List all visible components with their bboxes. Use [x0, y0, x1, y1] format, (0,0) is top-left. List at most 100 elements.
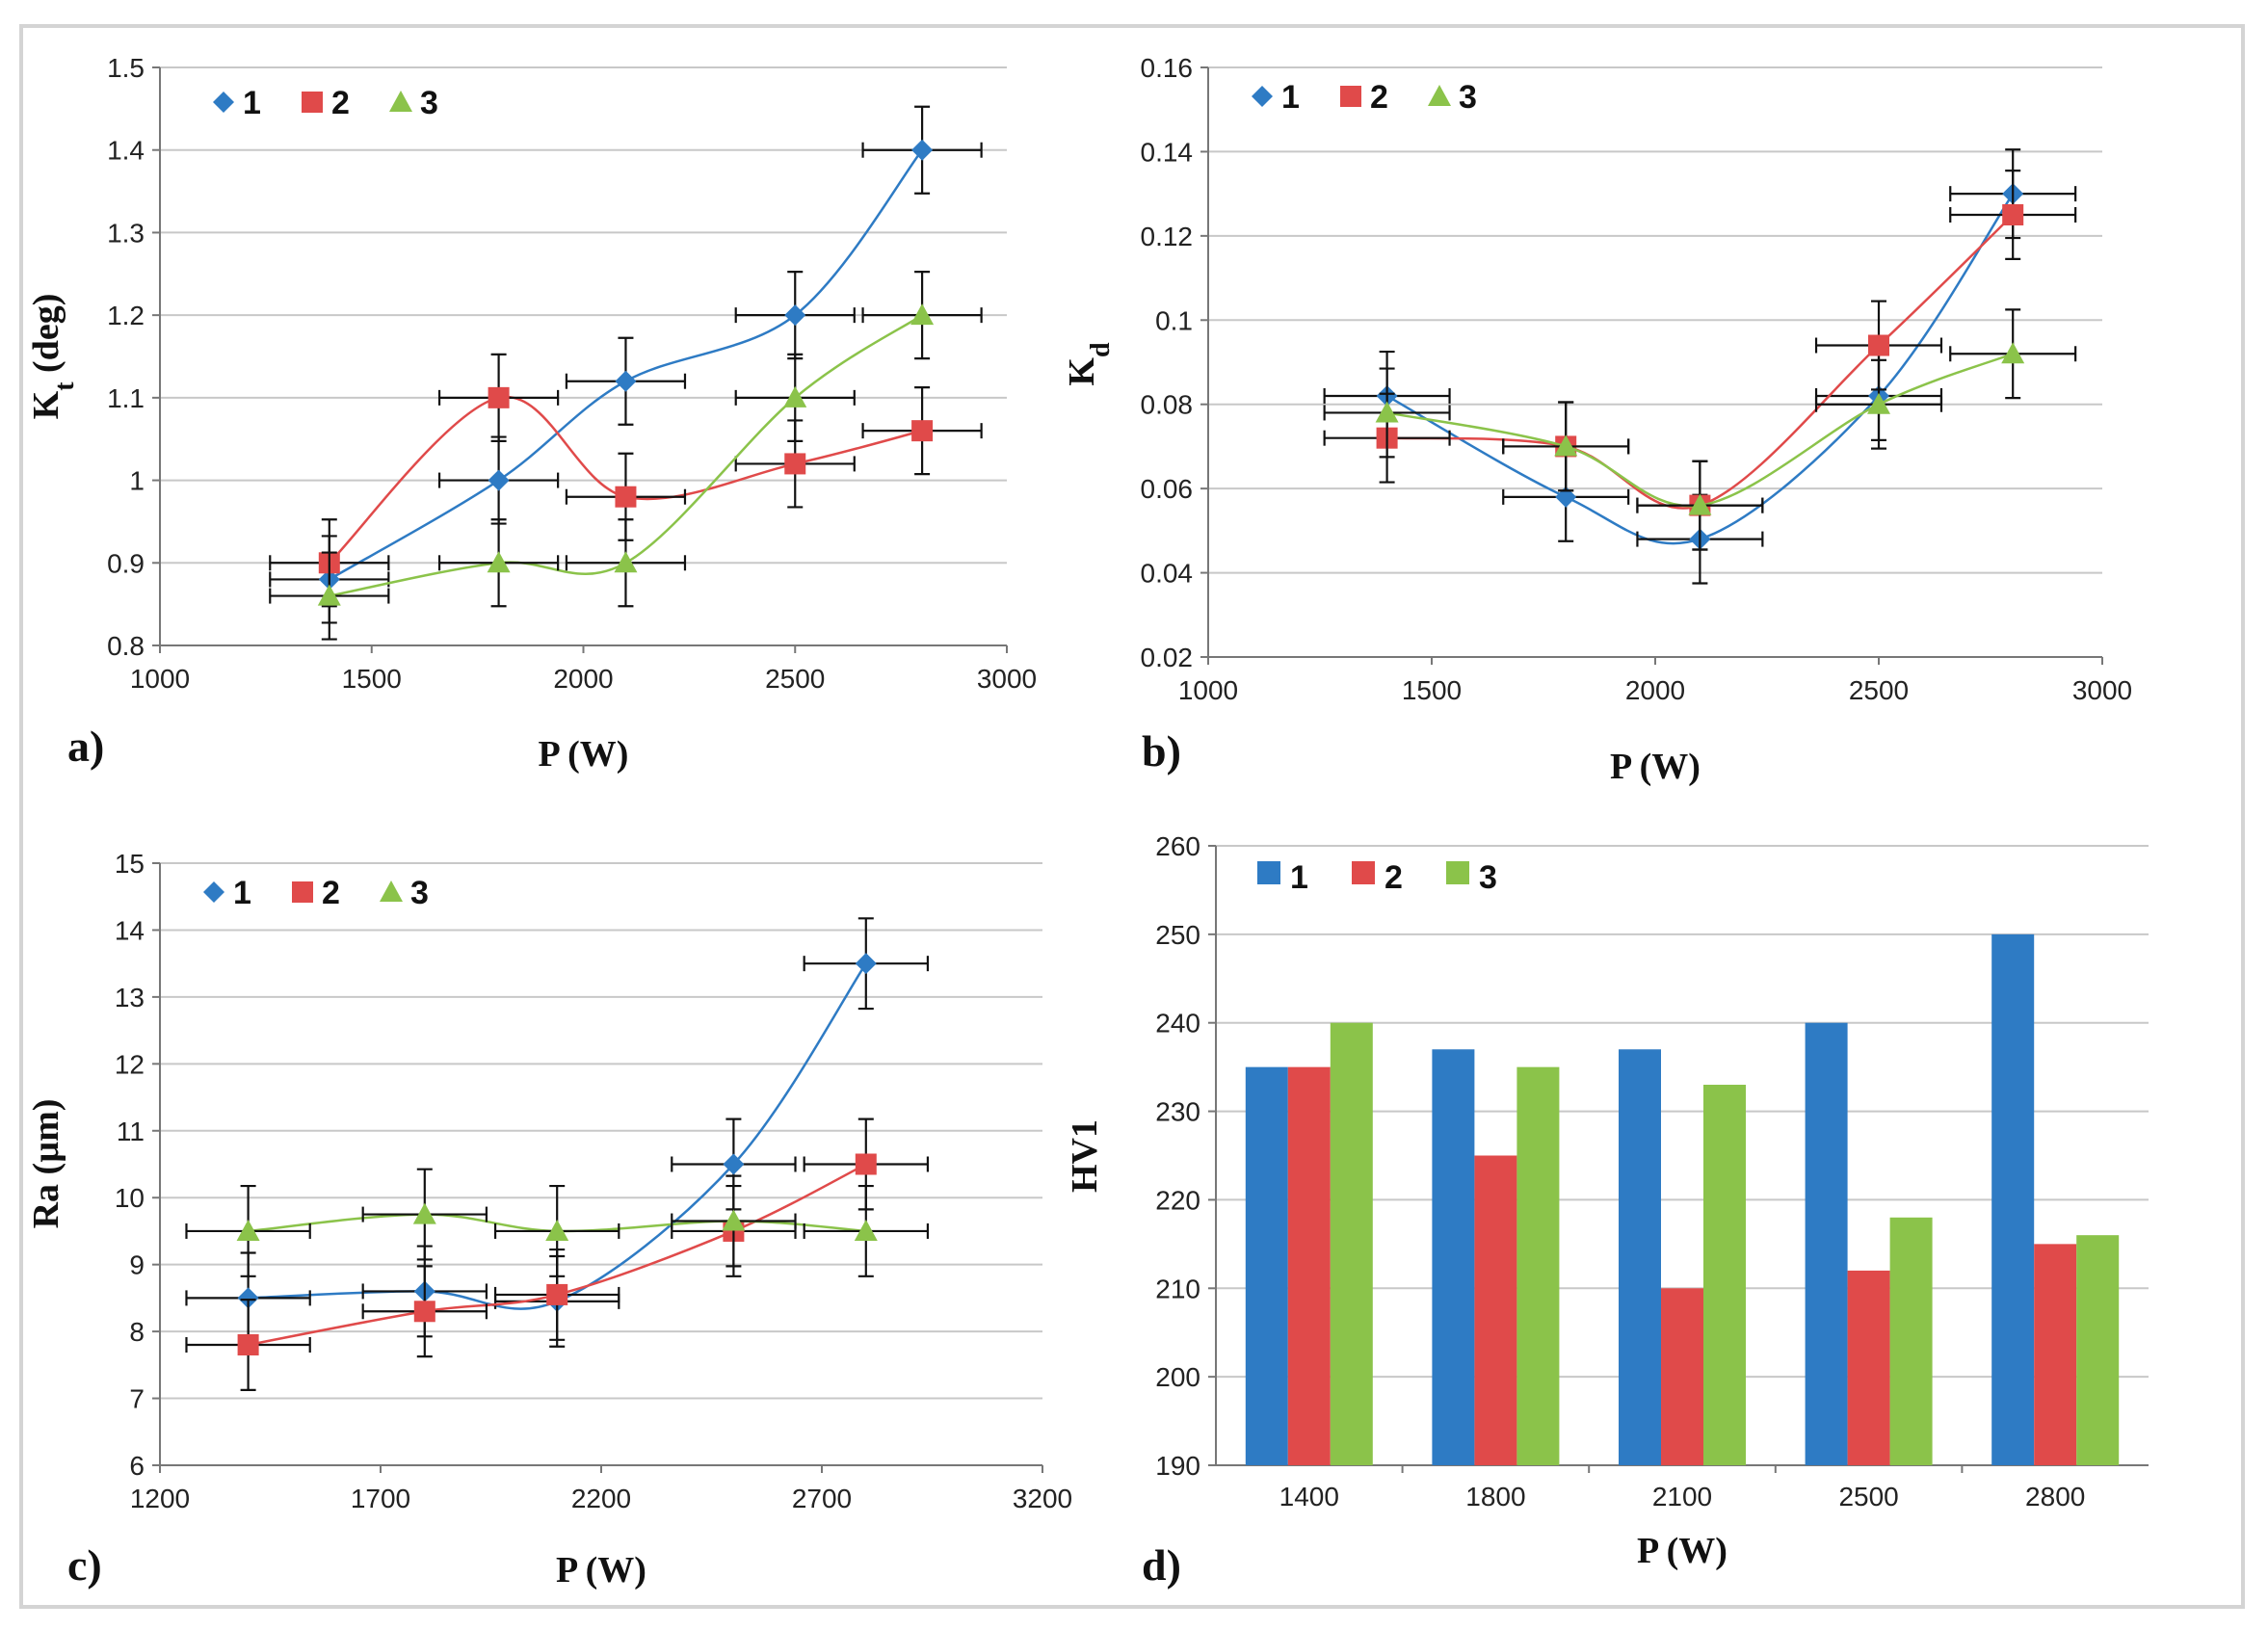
y-tick-label: 12 — [115, 1049, 145, 1079]
y-axis-title: Kd — [1062, 342, 1116, 386]
bar-series-2 — [1661, 1288, 1703, 1465]
series-2-point — [2002, 204, 2024, 225]
series-1-point — [488, 469, 510, 491]
y-tick-label: 6 — [129, 1451, 145, 1481]
legend-swatch-3 — [1446, 861, 1469, 884]
series-1-point — [615, 370, 637, 392]
x-tick-label: 2500 — [765, 664, 825, 694]
x-tick-label: 2000 — [1625, 675, 1685, 705]
series-3-point — [1867, 392, 1890, 414]
panel-label: d) — [1142, 1540, 1181, 1590]
bar-series-2 — [1847, 1270, 1890, 1465]
y-tick-label: 0.08 — [1141, 390, 1194, 420]
chart-a: 0.8 0.9 1 1.1 1.2 1.3 1.4 1.5 1000 1500 2000 2500 30… — [26, 53, 1037, 775]
y-axis-title: Kt (deg) — [26, 294, 80, 420]
x-axis-title: P (W) — [1637, 1531, 1727, 1571]
series-2-point — [911, 420, 934, 442]
series-2-point — [488, 386, 510, 408]
y-axis-title-unit: (deg) — [26, 294, 66, 382]
y-tick-label: 0.02 — [1141, 643, 1194, 672]
series-1-point — [855, 953, 877, 975]
y-tick-label: 10 — [115, 1183, 145, 1213]
bar-series-1 — [1245, 1066, 1288, 1465]
series-1-point — [784, 304, 806, 327]
x-tick-label: 1000 — [1178, 675, 1238, 705]
y-tick-label: 250 — [1155, 920, 1200, 950]
x-tick-label: 2500 — [1849, 675, 1909, 705]
y-tick-label: 210 — [1155, 1274, 1200, 1303]
y-tick-label: 1.5 — [107, 53, 145, 83]
legend-marker-2 — [1340, 86, 1361, 107]
x-tick-label: 2500 — [1838, 1482, 1898, 1512]
series-3-point — [487, 551, 511, 573]
y-tick-label: 200 — [1155, 1362, 1200, 1392]
legend-marker-1 — [1252, 86, 1273, 107]
series-2-point — [413, 1301, 435, 1323]
x-tick-label: 1200 — [130, 1484, 190, 1513]
bar-series-3 — [1330, 1022, 1373, 1465]
y-axis-title-main: K — [1062, 357, 1102, 386]
y-tick-label: 240 — [1155, 1009, 1200, 1038]
chart-b: 0.02 0.04 0.06 0.08 0.1 0.12 0.14 0.16 1000 1500 2… — [1062, 53, 2132, 787]
legend-label-1: 1 — [1290, 859, 1308, 896]
x-tick-label: 2000 — [553, 664, 613, 694]
series-3-point — [1554, 434, 1578, 457]
legend-label-1: 1 — [243, 85, 261, 121]
legend-marker-3 — [1428, 85, 1451, 106]
y-tick-label: 11 — [117, 1117, 145, 1146]
series-1-point — [911, 139, 934, 161]
x-tick-label: 2800 — [2025, 1482, 2085, 1512]
bar-series-1 — [1991, 933, 2035, 1465]
series-3-point — [545, 1219, 569, 1241]
bar-series-1 — [1805, 1022, 1848, 1465]
y-axis-title-subscript: t — [50, 381, 80, 391]
y-tick-label: 13 — [115, 983, 145, 1012]
series-1-point — [1555, 486, 1577, 508]
series-3-point — [1375, 401, 1399, 423]
series-2-point — [237, 1334, 259, 1355]
x-tick-label: 3200 — [1013, 1484, 1072, 1513]
bar-series-1 — [1432, 1049, 1475, 1465]
bar-series-2 — [1474, 1155, 1517, 1465]
x-axis-title: P (W) — [556, 1550, 646, 1591]
series-2-point — [546, 1283, 568, 1305]
y-tick-label: 260 — [1155, 831, 1200, 861]
series-2-point — [615, 486, 637, 508]
legend-marker-1 — [203, 881, 224, 903]
y-tick-label: 1.3 — [107, 218, 145, 248]
x-tick-label: 2100 — [1652, 1482, 1712, 1512]
x-tick-label: 2700 — [792, 1484, 852, 1513]
legend-label-3: 3 — [420, 85, 438, 121]
series-3-point — [910, 303, 935, 326]
y-axis-title-main: Ra (µm) — [26, 1099, 66, 1229]
legend-label-3: 3 — [1479, 859, 1497, 896]
bar-series-3 — [1516, 1066, 1560, 1465]
series-3-point — [783, 385, 807, 408]
legend-label-3: 3 — [410, 875, 429, 911]
legend-label-2: 2 — [1385, 859, 1403, 896]
bar-series-3 — [2076, 1235, 2120, 1465]
x-axis-title: P (W) — [539, 734, 629, 775]
y-tick-label: 8 — [129, 1317, 145, 1347]
bar-series-2 — [1287, 1066, 1331, 1465]
series-1-point — [723, 1153, 745, 1175]
x-tick-label: 3000 — [977, 664, 1037, 694]
legend-marker-2 — [302, 92, 323, 113]
y-tick-label: 0.9 — [107, 548, 145, 578]
y-tick-label: 0.04 — [1141, 559, 1194, 589]
y-tick-label: 0.12 — [1141, 222, 1194, 251]
series-3-point — [722, 1209, 746, 1231]
series-2-trendline — [328, 395, 923, 565]
y-tick-label: 1.1 — [107, 383, 145, 413]
y-tick-label: 0.14 — [1141, 137, 1194, 167]
series-1-point — [237, 1287, 259, 1309]
legend-label-1: 1 — [233, 875, 251, 911]
bar-series-2 — [2034, 1244, 2077, 1465]
y-axis-title: Ra (µm) — [26, 1099, 66, 1229]
y-tick-label: 15 — [115, 849, 145, 879]
x-tick-label: 1500 — [1402, 675, 1462, 705]
x-tick-label: 1400 — [1279, 1482, 1339, 1512]
legend-marker-3 — [380, 881, 403, 902]
legend-label-3: 3 — [1459, 79, 1477, 116]
